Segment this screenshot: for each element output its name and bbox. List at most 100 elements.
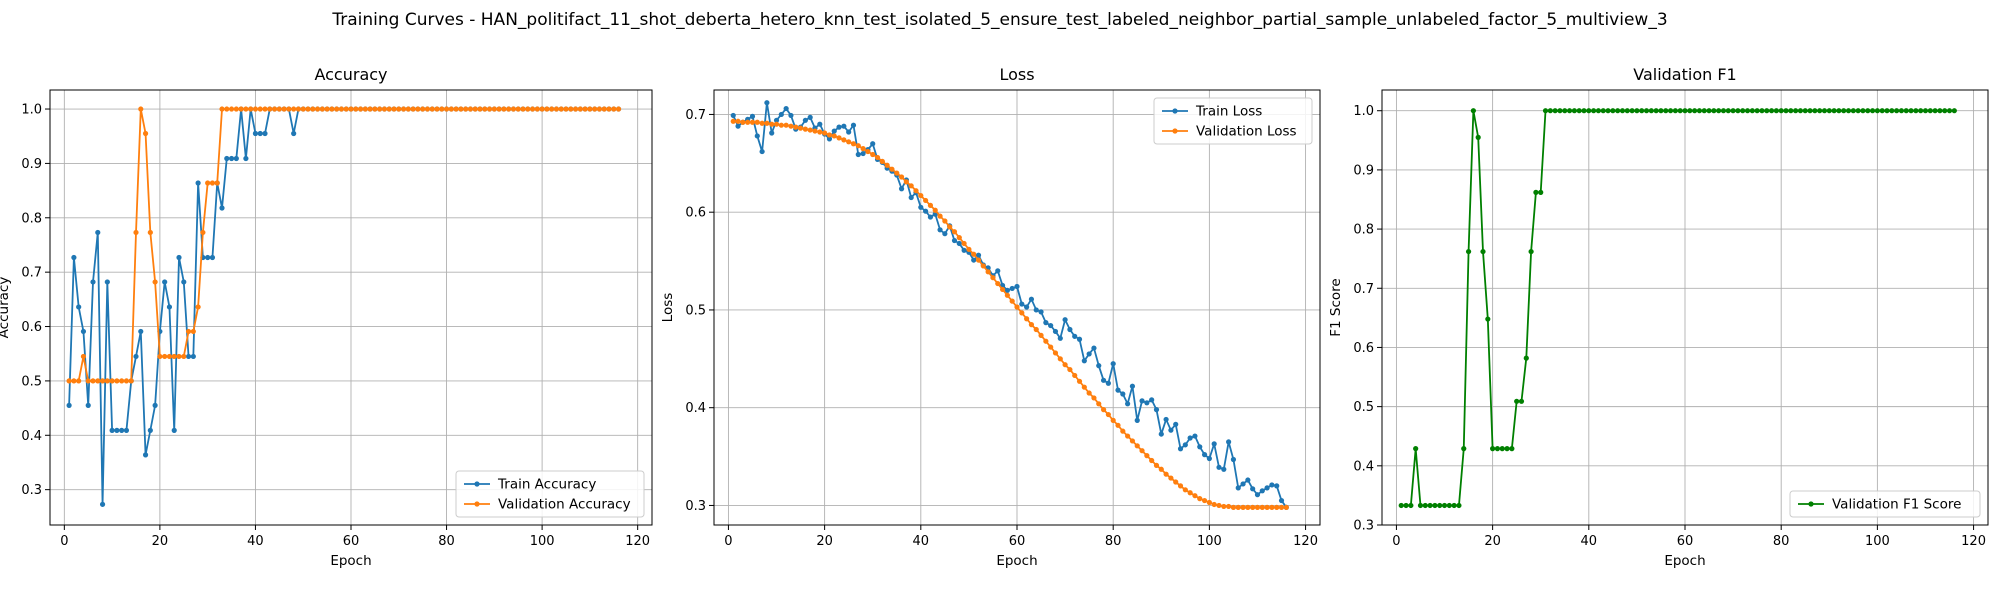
validation-accuracy-point	[71, 378, 77, 384]
validation-loss-point	[1100, 407, 1107, 413]
train-accuracy-point	[104, 279, 110, 285]
validation-loss-point	[966, 246, 972, 252]
validation-accuracy-point	[99, 378, 106, 384]
validation-accuracy-point	[338, 106, 345, 112]
validation-accuracy-point	[300, 106, 306, 112]
train-accuracy-point	[205, 254, 211, 261]
train-loss-point	[1115, 387, 1121, 393]
validation-loss-point	[1168, 475, 1174, 481]
validation-loss-point	[1081, 384, 1087, 390]
validation-f1-ytick-label: 1.0	[1353, 104, 1374, 119]
validation-loss-point	[1173, 479, 1179, 485]
train-accuracy-point	[95, 229, 101, 236]
validation-f1-score-point	[1542, 108, 1549, 114]
accuracy-legend-box	[455, 470, 645, 518]
validation-f1-score-point	[1576, 108, 1582, 114]
validation-loss-point	[822, 130, 828, 136]
validation-loss-point	[802, 126, 808, 132]
validation-f1-score-point	[1509, 446, 1515, 452]
validation-accuracy-point	[76, 378, 82, 384]
train-accuracy-point	[171, 427, 177, 433]
validation-f1-score-point	[1869, 108, 1876, 114]
validation-accuracy-point	[615, 106, 622, 112]
validation-f1-score-point	[1735, 108, 1741, 114]
validation-f1-score-point	[1581, 108, 1587, 114]
validation-accuracy-point	[472, 106, 478, 112]
train-loss-point	[1062, 317, 1068, 323]
train-accuracy-legend-label: Train Accuracy	[497, 477, 596, 493]
train-loss-point	[1067, 326, 1073, 333]
train-loss-point	[1240, 481, 1246, 487]
validation-loss-point	[1235, 504, 1241, 510]
train-loss-point	[1024, 304, 1030, 310]
train-loss-point	[918, 204, 924, 210]
accuracy-xlabel: Epoch	[330, 553, 371, 569]
loss-xtick-label: 80	[1105, 534, 1122, 549]
validation-accuracy-point	[443, 106, 450, 112]
validation-loss-point	[1192, 493, 1198, 499]
validation-loss-point	[1149, 457, 1155, 464]
validation-accuracy-point	[410, 106, 416, 112]
train-loss-point	[802, 117, 808, 123]
train-loss-point	[1201, 452, 1208, 458]
validation-loss-point	[932, 207, 938, 213]
validation-accuracy-point	[458, 106, 464, 112]
validation-loss-point	[1254, 504, 1261, 510]
validation-accuracy-point	[286, 106, 292, 112]
train-loss-point	[1221, 466, 1227, 472]
validation-f1-score-point	[1932, 108, 1938, 114]
train-loss-point	[1019, 301, 1025, 307]
loss-xlabel: Epoch	[996, 553, 1037, 569]
train-loss-point	[730, 112, 736, 119]
train-loss-point	[898, 186, 905, 192]
validation-f1-ytick-label: 0.6	[1353, 341, 1374, 356]
train-accuracy-point	[257, 130, 263, 137]
loss-title: Loss	[999, 65, 1034, 84]
train-loss-point	[1086, 351, 1092, 357]
validation-f1-score-point	[1860, 108, 1866, 114]
validation-accuracy-point	[276, 106, 282, 112]
validation-f1-score-point	[1475, 134, 1481, 140]
validation-accuracy-point	[381, 106, 388, 112]
train-loss-point	[778, 111, 784, 118]
accuracy-title: Accuracy	[314, 65, 387, 84]
validation-accuracy-point	[563, 106, 569, 112]
train-accuracy-point	[219, 205, 225, 211]
validation-loss-point	[1269, 504, 1275, 510]
accuracy-xtick-label: 120	[625, 534, 650, 549]
train-loss-point	[749, 113, 756, 119]
validation-loss-point	[1153, 462, 1160, 468]
validation-f1-score-point	[1865, 108, 1871, 114]
validation-loss-point	[826, 132, 833, 138]
train-loss-point	[1206, 455, 1212, 462]
validation-f1-ytick-label: 0.5	[1353, 400, 1374, 415]
accuracy-ytick-label: 1.0	[21, 103, 42, 118]
accuracy-xtick-label: 40	[247, 534, 264, 549]
validation-loss-point	[1264, 504, 1270, 510]
validation-loss-point	[1048, 344, 1054, 350]
validation-accuracy-point	[501, 106, 507, 112]
validation-loss-point	[923, 197, 929, 204]
validation-loss-point	[730, 118, 736, 124]
validation-f1-score-point	[1408, 502, 1414, 509]
validation-loss-point	[1091, 395, 1097, 401]
validation-f1-plot-area	[1398, 108, 1957, 509]
train-loss-point	[836, 124, 842, 130]
train-loss-point	[1134, 417, 1140, 423]
train-loss-point	[1274, 483, 1280, 489]
validation-accuracy-point	[343, 106, 349, 112]
validation-accuracy-point	[228, 106, 235, 112]
train-loss-point	[1004, 287, 1010, 293]
validation-f1-score-point	[1624, 108, 1630, 114]
loss-ylabel: Loss	[660, 293, 676, 323]
validation-f1-score-point	[1855, 108, 1861, 114]
validation-f1-panel: 0 20 40 60 80 100 120 0.3 0.4 0.5 0.6 0.7 0.8 0.9 1.0 V…	[1328, 65, 1989, 569]
validation-loss-legend-label: Validation Loss	[1196, 124, 1297, 140]
validation-f1-score-point	[1817, 108, 1823, 114]
validation-accuracy-point	[391, 106, 397, 112]
validation-f1-score-point	[1490, 446, 1496, 452]
validation-f1-score-point	[1552, 108, 1558, 114]
validation-loss-point	[1086, 390, 1092, 396]
validation-accuracy-point	[549, 106, 555, 112]
train-loss-point	[1105, 380, 1111, 386]
